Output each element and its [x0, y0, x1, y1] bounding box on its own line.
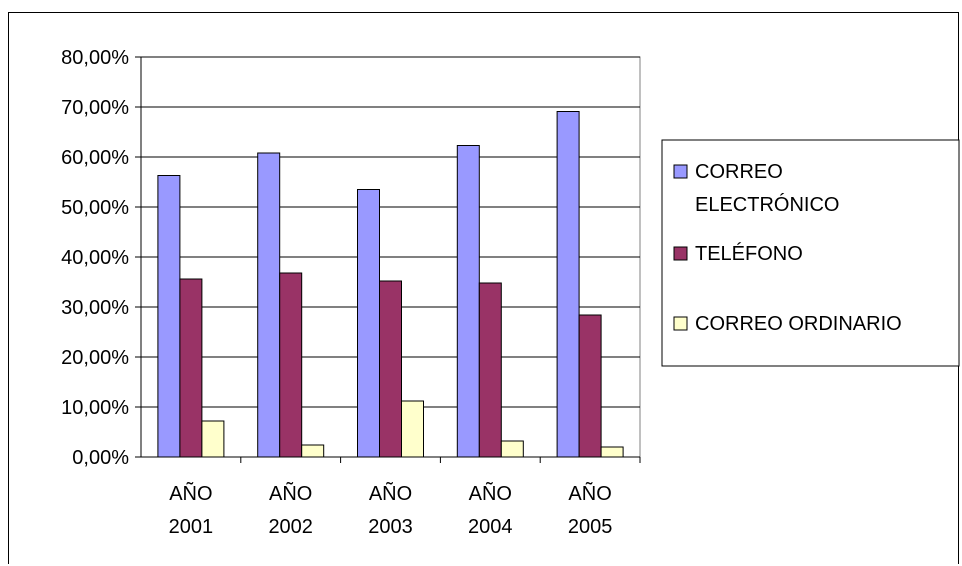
- y-tick-label: 30,00%: [61, 297, 129, 319]
- legend-box: [661, 139, 960, 367]
- y-tick-label: 10,00%: [61, 397, 129, 419]
- bar: [157, 175, 181, 458]
- y-tick-label: 70,00%: [61, 97, 129, 119]
- bar: [578, 314, 602, 458]
- legend-swatch: [673, 164, 688, 179]
- bar: [500, 440, 524, 458]
- y-tick-label: 20,00%: [61, 347, 129, 369]
- bar: [301, 444, 325, 458]
- bar: [456, 145, 480, 458]
- bar: [257, 152, 281, 458]
- y-tick-label: 40,00%: [61, 247, 129, 269]
- legend-swatch: [673, 246, 688, 261]
- bar: [279, 272, 303, 458]
- x-tick-label: AÑO 2003: [368, 481, 413, 538]
- bar: [556, 111, 580, 458]
- y-tick-label: 80,00%: [61, 47, 129, 69]
- bar: [201, 420, 225, 458]
- x-tick-label: AÑO 2002: [268, 481, 313, 538]
- bar: [179, 278, 203, 458]
- y-tick-label: 50,00%: [61, 197, 129, 219]
- legend-label: CORREO ORDINARIO: [695, 313, 902, 335]
- y-tick-label: 60,00%: [61, 147, 129, 169]
- legend-label: TELÉFONO: [695, 242, 803, 265]
- bar: [379, 280, 402, 458]
- y-tick-label: 0,00%: [72, 447, 129, 469]
- legend-swatch: [673, 316, 688, 331]
- x-tick-label: AÑO 2005: [568, 481, 613, 538]
- bar: [600, 446, 624, 458]
- x-tick-label: AÑO 2001: [169, 481, 214, 538]
- x-tick-label: AÑO 2004: [468, 481, 513, 538]
- legend-label: CORREO ELECTRÓNICO: [695, 161, 839, 216]
- bar: [478, 282, 502, 458]
- bar: [401, 400, 424, 458]
- bar: [357, 189, 380, 458]
